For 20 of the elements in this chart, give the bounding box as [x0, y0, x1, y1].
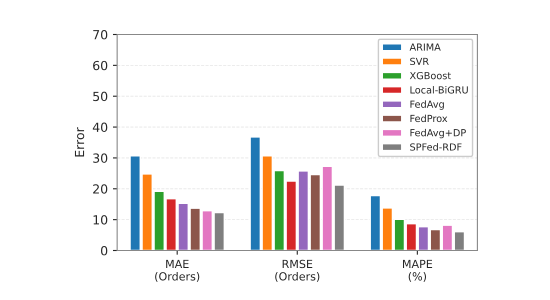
legend-label: FedProx [410, 114, 448, 122]
y-tick-label: 50 [93, 92, 108, 102]
x-tick-label: MAE (Orders) [155, 260, 200, 282]
legend-label: SVR [410, 58, 429, 66]
x-tick-label: MAPE (%) [402, 260, 432, 282]
y-tick-label: 70 [93, 30, 108, 40]
y-tick-label: 40 [92, 122, 108, 132]
legend-label: ARIMA [410, 44, 441, 51]
legend-label: XGBoost [410, 72, 451, 80]
y-axis-title: Error [74, 127, 84, 157]
legend-label: FedAvg+DP [410, 128, 466, 138]
y-tick-label: 60 [93, 60, 108, 70]
y-tick-label: 20 [93, 184, 108, 194]
x-tick-label: RMSE (Orders) [275, 260, 320, 282]
y-tick-label: 0 [100, 246, 108, 256]
y-tick-label: 10 [94, 215, 108, 225]
legend-label: SPFed-RDF [410, 143, 462, 151]
legend-label: Local-BiGRU [410, 86, 468, 94]
y-tick-label: 30 [93, 153, 108, 163]
legend-label: FedAvg [410, 100, 444, 110]
